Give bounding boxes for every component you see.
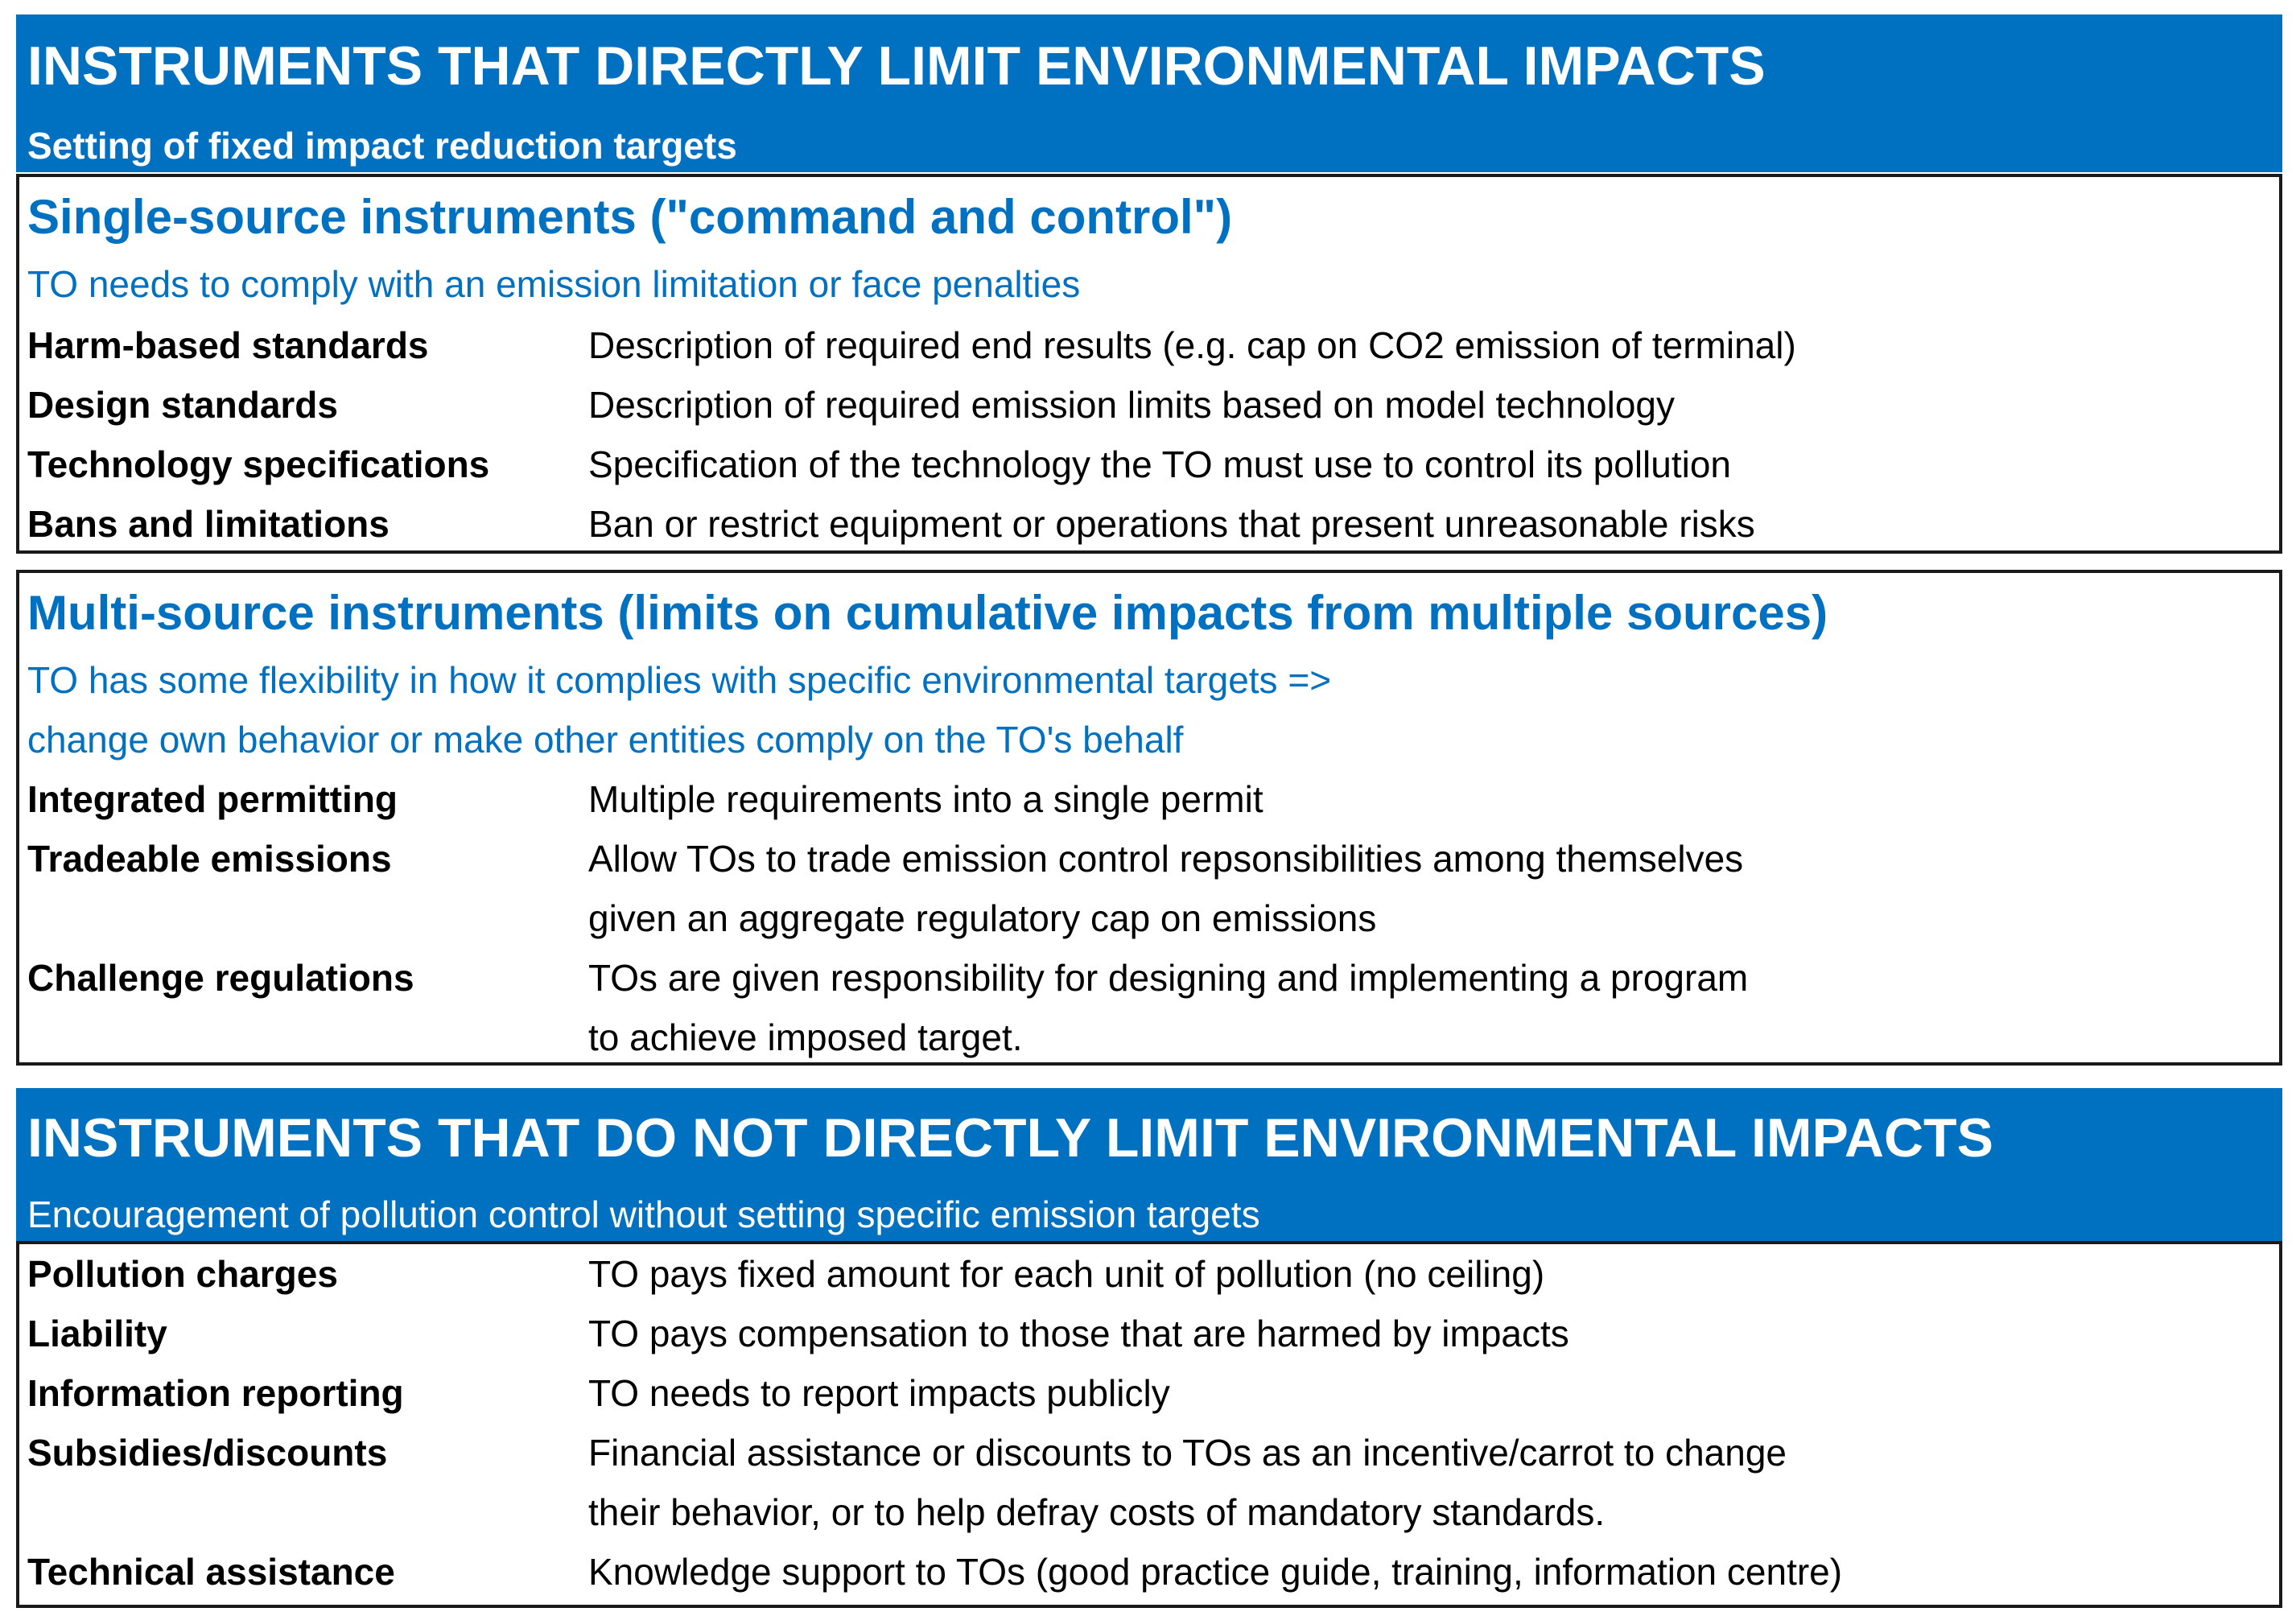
section-direct-header: INSTRUMENTS THAT DIRECTLY LIMIT ENVIRONM… (16, 14, 2282, 172)
table-row: Tradeable emissions Allow TOs to trade e… (27, 838, 2265, 900)
row-desc: Multiple requirements into a single perm… (588, 778, 1263, 820)
table-row-continuation: given an aggregate regulatory cap on emi… (27, 897, 2265, 959)
row-term: Pollution charges (27, 1253, 338, 1295)
row-term: Integrated permitting (27, 778, 398, 820)
multi-source-box: Multi-source instruments (limits on cumu… (16, 570, 2282, 1066)
row-desc: TO needs to report impacts publicly (588, 1372, 1170, 1414)
row-desc: Allow TOs to trade emission control reps… (588, 838, 1744, 880)
table-row: Liability TO pays compensation to those … (27, 1313, 2265, 1375)
row-term: Harm-based standards (27, 324, 429, 366)
row-desc: Specification of the technology the TO m… (588, 443, 1732, 485)
multi-source-heading: Multi-source instruments (limits on cumu… (27, 586, 1828, 640)
row-term: Subsidies/discounts (27, 1432, 388, 1474)
table-row: Technology specifications Specification … (27, 443, 2265, 505)
row-term: Technology specifications (27, 443, 490, 485)
table-row: Design standards Description of required… (27, 384, 2265, 446)
section-indirect-header: INSTRUMENTS THAT DO NOT DIRECTLY LIMIT E… (16, 1088, 2282, 1243)
indirect-instruments-box: Pollution charges TO pays fixed amount f… (16, 1241, 2282, 1608)
row-desc: their behavior, or to help defray costs … (588, 1491, 1606, 1533)
table-row-continuation: to achieve imposed target. (27, 1016, 2265, 1078)
multi-source-subheading-line-2: change own behavior or make other entiti… (27, 719, 1184, 761)
section-indirect-title: INSTRUMENTS THAT DO NOT DIRECTLY LIMIT E… (27, 1107, 1993, 1169)
table-row: Integrated permitting Multiple requireme… (27, 778, 2265, 840)
multi-source-subheading-line-1: TO has some flexibility in how it compli… (27, 659, 1332, 701)
table-row: Pollution charges TO pays fixed amount f… (27, 1253, 2265, 1315)
table-row: Technical assistance Knowledge support t… (27, 1551, 2265, 1613)
section-direct-title: INSTRUMENTS THAT DIRECTLY LIMIT ENVIRONM… (27, 35, 1766, 97)
table-row: Information reporting TO needs to report… (27, 1372, 2265, 1434)
row-desc: TO pays compensation to those that are h… (588, 1313, 1569, 1354)
row-desc: TO pays fixed amount for each unit of po… (588, 1253, 1545, 1295)
table-row: Subsidies/discounts Financial assistance… (27, 1432, 2265, 1494)
row-desc: given an aggregate regulatory cap on emi… (588, 897, 1377, 939)
table-row: Bans and limitations Ban or restrict equ… (27, 503, 2265, 565)
row-desc: Ban or restrict equipment or operations … (588, 503, 1755, 545)
row-desc: Financial assistance or discounts to TOs… (588, 1432, 1787, 1474)
row-term: Information reporting (27, 1372, 404, 1414)
table-row: Challenge regulations TOs are given resp… (27, 957, 2265, 1019)
table-row-continuation: their behavior, or to help defray costs … (27, 1491, 2265, 1553)
row-term: Liability (27, 1313, 167, 1354)
row-desc: Knowledge support to TOs (good practice … (588, 1551, 1843, 1593)
row-term: Technical assistance (27, 1551, 395, 1593)
row-desc: Description of required emission limits … (588, 384, 1676, 426)
row-term: Challenge regulations (27, 957, 414, 999)
section-direct-subtitle: Setting of fixed impact reduction target… (27, 125, 737, 167)
row-term: Tradeable emissions (27, 838, 392, 880)
single-source-subheading: TO needs to comply with an emission limi… (27, 263, 1081, 305)
row-term: Design standards (27, 384, 338, 426)
row-desc: to achieve imposed target. (588, 1016, 1023, 1058)
row-desc: Description of required end results (e.g… (588, 324, 1796, 366)
row-desc: TOs are given responsibility for designi… (588, 957, 1749, 999)
single-source-heading: Single-source instruments ("command and … (27, 190, 1233, 244)
section-indirect-subtitle: Encouragement of pollution control witho… (27, 1193, 1260, 1235)
single-source-box: Single-source instruments ("command and … (16, 174, 2282, 554)
row-term: Bans and limitations (27, 503, 390, 545)
table-row: Harm-based standards Description of requ… (27, 324, 2265, 386)
